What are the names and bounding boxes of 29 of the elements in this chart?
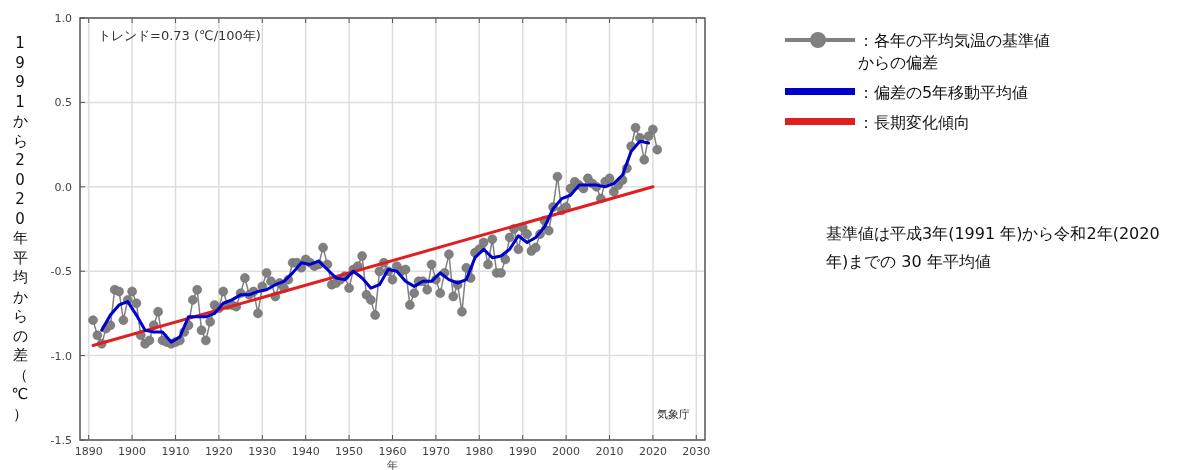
y-tick-label: 0.5 bbox=[54, 96, 72, 110]
x-tick-label: 2000 bbox=[552, 445, 581, 458]
y-tick-label: -0.5 bbox=[50, 265, 72, 279]
x-axis-title: 年 bbox=[387, 459, 398, 470]
y-tick-label: -1.5 bbox=[50, 434, 72, 447]
annotation: トレンド=0.73 (℃/100年) bbox=[98, 28, 261, 43]
x-tick-label: 1940 bbox=[291, 445, 320, 458]
x-tick-label: 1890 bbox=[74, 445, 103, 458]
x-tick-label: 1920 bbox=[204, 445, 233, 458]
text: 基準値は平成3年(1991 年)から令和2年(2020 年)までの 30 年平均値 bbox=[826, 223, 1161, 273]
x-tick-label: 1960 bbox=[378, 445, 407, 458]
x-tick-label: 1970 bbox=[421, 445, 450, 458]
x-tick-label: 1900 bbox=[118, 445, 147, 458]
x-tick-label: 1910 bbox=[161, 445, 190, 458]
y-tick-label: 0.0 bbox=[54, 180, 72, 194]
x-tick-label: 2020 bbox=[638, 445, 667, 458]
x-tick-label: 1980 bbox=[465, 445, 494, 458]
legend-label: ：偏差の5年移動平均値 bbox=[858, 82, 1030, 104]
y-tick-label: 1.0 bbox=[54, 12, 72, 25]
x-tick-label: 2010 bbox=[595, 445, 624, 458]
x-tick-label: 2030 bbox=[682, 445, 711, 458]
x-tick-label: 1950 bbox=[335, 445, 364, 458]
y-tick-label: -1.0 bbox=[50, 349, 72, 363]
legend-label: ：長期変化傾向 bbox=[858, 112, 971, 134]
x-tick-label: 1990 bbox=[508, 445, 537, 458]
x-tick-label: 1930 bbox=[248, 445, 277, 458]
annotation: 気象庁 bbox=[657, 408, 690, 421]
text: 1991から2020年平均からの差（℃） bbox=[11, 34, 29, 423]
legend-label: ：各年の平均気温の基準値からの偏差 bbox=[858, 30, 1051, 74]
